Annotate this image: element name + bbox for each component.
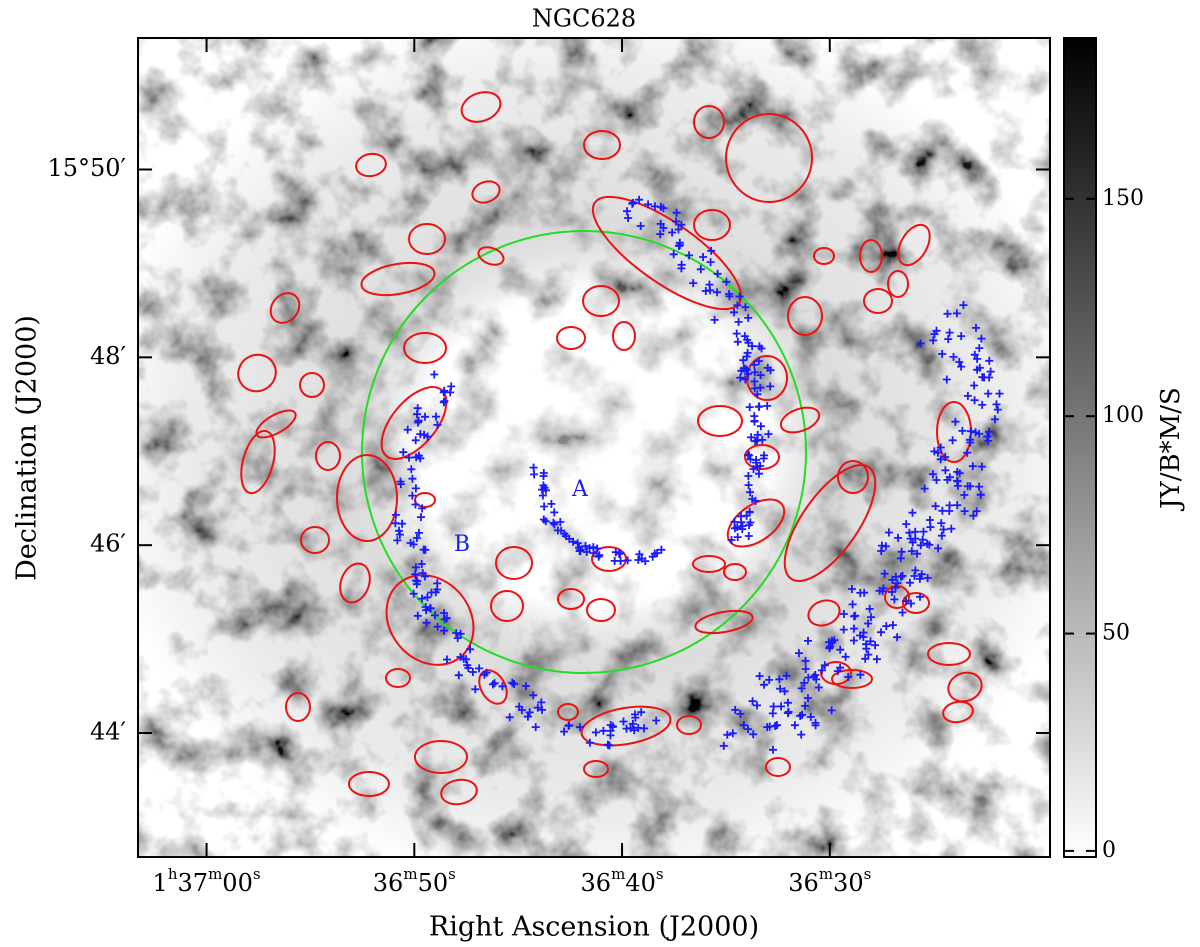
region-ellipse — [440, 778, 478, 806]
region-ellipse — [348, 771, 390, 797]
colorbar-tick-label: 50 — [1102, 621, 1130, 646]
region-ellipse — [612, 321, 636, 351]
annotation: B — [454, 532, 470, 557]
region-ellipse — [897, 223, 931, 267]
region-ellipse — [339, 562, 371, 604]
sky-image — [138, 38, 1050, 857]
region-ellipse — [887, 270, 909, 298]
region-ellipse — [837, 460, 869, 494]
region-ellipse — [591, 195, 743, 311]
colorbar-tick-label: 150 — [1102, 186, 1144, 211]
region-ellipse — [697, 405, 743, 437]
x-tick-label: 36m30s — [788, 865, 871, 897]
region-ellipse — [583, 760, 609, 778]
region-ellipse — [779, 406, 821, 434]
region-ellipse — [787, 296, 823, 336]
x-tick-label: 1h37m00s — [153, 865, 261, 897]
ring-circle — [361, 230, 807, 674]
colorbar — [1063, 37, 1097, 858]
plot-frame — [137, 37, 1051, 858]
region-ellipse — [902, 592, 930, 614]
x-axis-label: Right Ascension (J2000) — [429, 912, 759, 943]
colorbar-tick-label: 0 — [1102, 838, 1116, 863]
y-tick-label: 44′ — [90, 718, 126, 746]
region-ellipse — [746, 355, 788, 401]
x-tick-label: 36m40s — [581, 865, 664, 897]
region-ellipse — [744, 444, 780, 470]
region-ellipse — [495, 546, 533, 580]
region-ellipse — [859, 239, 883, 273]
region-ellipse — [408, 223, 446, 255]
region-ellipse — [942, 700, 974, 724]
region-ellipse — [460, 91, 502, 123]
region-ellipse — [765, 757, 791, 777]
region-ellipse — [783, 464, 877, 582]
region-ellipse — [285, 692, 311, 722]
region-ellipse — [807, 599, 841, 627]
colorbar-tick-label: 100 — [1102, 403, 1144, 428]
region-ellipse — [557, 703, 579, 721]
region-ellipse — [863, 288, 893, 314]
y-axis-label: Declination (J2000) — [12, 315, 43, 581]
y-tick-label: 15°50′ — [47, 154, 126, 182]
annotation: A — [571, 477, 589, 502]
region-ellipse — [694, 609, 754, 635]
region-ellipse — [240, 429, 276, 495]
region-ellipse — [490, 590, 524, 622]
region-ellipse — [723, 563, 747, 581]
region-ellipse — [582, 285, 620, 317]
region-ellipse — [385, 668, 411, 688]
region-ellipse — [927, 642, 971, 666]
region-ellipse — [556, 326, 586, 350]
region-ellipse — [237, 353, 277, 393]
region-ellipse — [831, 669, 873, 689]
source-crosses — [529, 463, 666, 566]
x-tick-label: 36m50s — [373, 865, 456, 897]
region-ellipse — [471, 180, 501, 204]
region-ellipse — [557, 588, 585, 610]
region-ellipse — [477, 246, 505, 266]
region-ellipse — [725, 113, 813, 203]
region-ellipse — [414, 740, 468, 774]
y-tick-label: 48′ — [90, 342, 126, 370]
region-ellipse — [300, 526, 330, 554]
intensity-shading — [138, 38, 1050, 857]
region-ellipse — [591, 546, 627, 572]
region-ellipse — [315, 441, 341, 471]
region-ellipse — [693, 105, 725, 139]
region-ellipse — [299, 372, 325, 398]
region-ellipse — [403, 332, 447, 364]
region-ellipse — [586, 598, 616, 622]
region-ellipse — [414, 492, 436, 508]
region-ellipse — [583, 130, 621, 160]
source-crosses — [623, 195, 775, 392]
region-ellipse — [726, 498, 786, 548]
region-ellipse — [355, 152, 387, 178]
region-ellipse — [947, 671, 983, 703]
region-ellipse — [813, 247, 835, 265]
source-crosses — [727, 368, 773, 544]
region-ellipse — [360, 261, 436, 297]
overlay — [237, 91, 1004, 806]
region-ellipse — [580, 705, 672, 747]
chart-title: NGC628 — [532, 5, 636, 33]
colorbar-label: JY/B*M/S — [1156, 387, 1186, 512]
region-ellipse — [676, 715, 702, 735]
y-tick-label: 46′ — [90, 530, 126, 558]
source-crosses — [391, 370, 661, 750]
region-ellipse — [693, 209, 731, 241]
region-ellipse — [692, 555, 726, 573]
source-crosses — [719, 301, 1004, 754]
region-ellipse — [269, 292, 301, 324]
region-ellipse — [336, 454, 398, 542]
